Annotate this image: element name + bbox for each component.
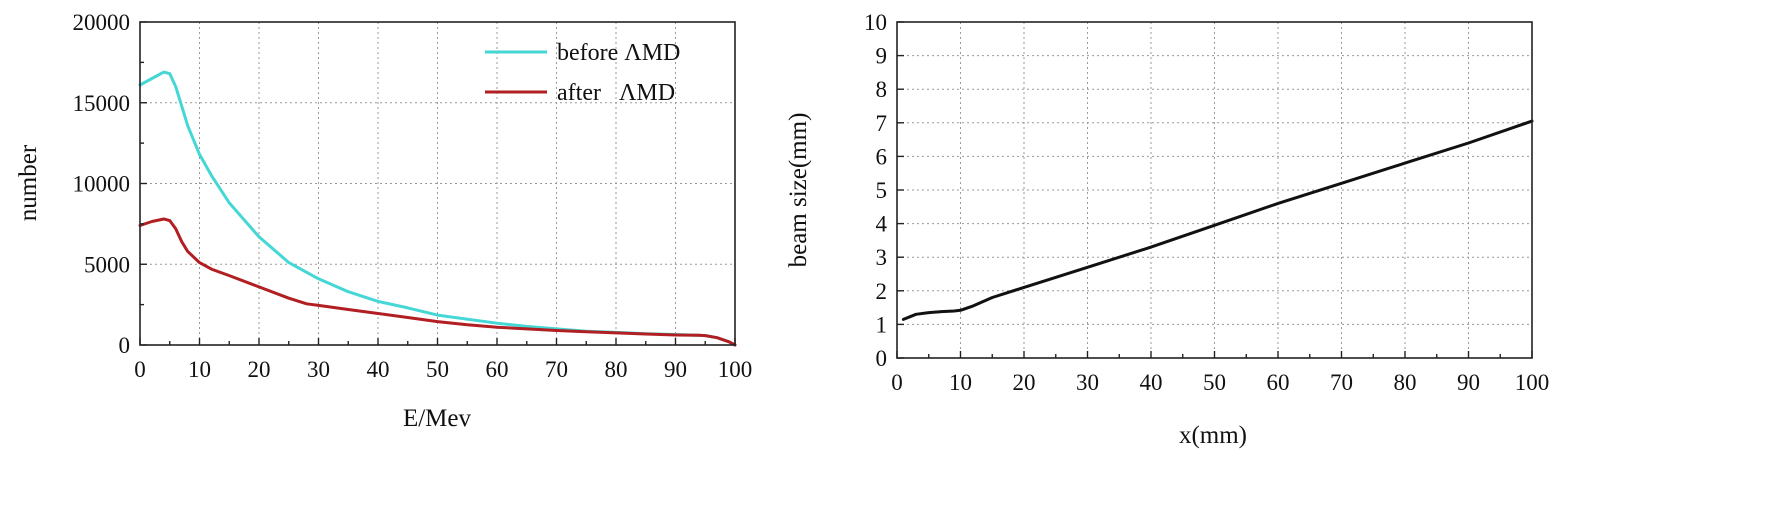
beam-x-tick-label: 0 (891, 370, 903, 395)
beam-x-tick-label: 100 (1515, 370, 1550, 395)
beam-series-line-0 (901, 119, 1534, 321)
spectrum-x-tick-label: 80 (605, 357, 628, 382)
beam-x-tick-label: 30 (1076, 370, 1099, 395)
spectrum-x-tick-label: 100 (718, 357, 753, 382)
beam-x-tick-label: 40 (1140, 370, 1163, 395)
spectrum-y-tick-label: 10000 (73, 172, 131, 197)
beam-y-tick-label: 6 (876, 144, 888, 169)
spectrum-x-tick-label: 40 (367, 357, 390, 382)
spectrum-y-tick-label: 20000 (73, 10, 131, 35)
beam-y-tick-label: 3 (876, 245, 888, 270)
spectrum-legend-label-1: after ΛMD (557, 80, 675, 106)
beam-y-tick-label: 10 (864, 10, 887, 35)
beam-x-tick-label: 20 (1013, 370, 1036, 395)
beam-y-tick-label: 2 (876, 279, 888, 304)
beam-x-tick-label: 60 (1267, 370, 1290, 395)
spectrum-x-tick-label: 60 (486, 357, 509, 382)
beam-x-axis-title: x(mm) (1179, 422, 1247, 449)
beam-x-tick-label: 10 (949, 370, 972, 395)
spectrum-x-tick-label: 50 (426, 357, 449, 382)
beam-y-tick-label: 9 (876, 44, 888, 69)
beam-x-tick-label: 70 (1330, 370, 1353, 395)
spectrum-y-axis-title: number (15, 144, 42, 221)
beam-y-tick-label: 8 (876, 77, 888, 102)
spectrum-y-tick-label: 0 (119, 333, 131, 358)
beam-x-tick-label: 50 (1203, 370, 1226, 395)
spectrum-x-tick-label: 70 (545, 357, 568, 382)
spectrum-y-tick-label: 15000 (73, 91, 131, 116)
spectrum-y-tick-label: 5000 (84, 252, 130, 277)
spectrum-series-line-1 (138, 217, 737, 347)
beam-x-tick-label: 80 (1394, 370, 1417, 395)
spectrum-x-tick-label: 90 (664, 357, 687, 382)
spectrum-legend-label-0: before ΛMD (557, 40, 680, 66)
spectrum-x-tick-label: 0 (134, 357, 146, 382)
beam-y-tick-label: 0 (876, 346, 888, 371)
beam-y-tick-label: 4 (876, 212, 888, 237)
spectrum-x-tick-label: 30 (307, 357, 330, 382)
beam-y-tick-label: 7 (876, 111, 888, 136)
energy-spectrum-chart: 0 10 20 30 40 50 60 70 80 90 100 0 5000 10000 15000 200… (15, 10, 752, 432)
beam-y-axis-title: beam size(mm) (785, 113, 812, 268)
beam-x-tick-label: 90 (1457, 370, 1480, 395)
spectrum-x-tick-label: 10 (188, 357, 211, 382)
beam-y-tick-label: 1 (876, 312, 888, 337)
beam-y-tick-label: 5 (876, 178, 888, 203)
beam-size-chart: 0 10 20 30 40 50 60 70 80 90 100 0 1 2 3 4 5 6 7 8 9 10 x(mm) b… (785, 10, 1549, 449)
spectrum-x-tick-label: 20 (248, 357, 271, 382)
spectrum-legend: before ΛMD after ΛMD (485, 40, 680, 106)
spectrum-x-axis-title: E/Mev (403, 405, 472, 432)
